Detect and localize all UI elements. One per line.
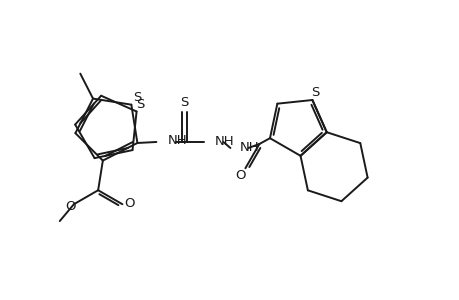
Text: O: O [66,200,76,213]
Text: S: S [133,91,141,104]
Text: NH: NH [239,142,258,154]
Text: S: S [180,97,188,110]
Text: S: S [311,85,319,98]
Text: S: S [136,98,145,111]
Text: NH: NH [167,134,187,148]
Text: O: O [235,169,245,182]
Text: NH: NH [214,136,234,148]
Text: O: O [124,197,134,210]
